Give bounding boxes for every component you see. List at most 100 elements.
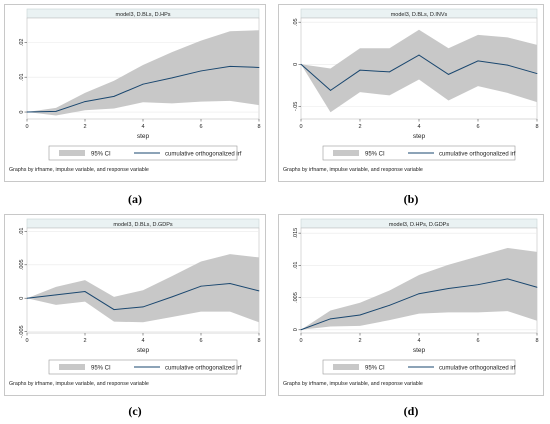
x-tick-label: 8	[535, 124, 538, 130]
chart-panel-a: model3, D.BLs, D.HPs 0 .01 .02 0 2 4 6 8 step 95% …	[4, 4, 266, 182]
irf-point	[448, 73, 449, 75]
y-tick-label: .01	[293, 262, 299, 270]
irf-point	[171, 77, 173, 79]
graph-note: Graphs by irfname, impulse variable, and…	[283, 381, 423, 387]
x-tick-label: 8	[257, 124, 260, 130]
irf-point	[200, 70, 202, 72]
irf-point	[389, 71, 390, 73]
irf-point	[389, 304, 390, 306]
irf-point	[142, 83, 144, 85]
legend-irf-label: cumulative orthogonalized irf	[439, 366, 516, 372]
legend-irf-label: cumulative orthogonalized irf	[439, 152, 516, 158]
chart-panel-c: model3, D.BLs, D.GDPs -.005 0.005.01 0 2 4 6 8 s…	[4, 214, 266, 396]
x-tick-label: 0	[299, 124, 302, 130]
irf-point	[418, 293, 420, 295]
irf-point	[507, 278, 508, 280]
chart-svg-b: model3, D.BLs, D.INVs -.05 0 .05 0 2 4 6 8 step 95…	[283, 8, 539, 173]
irf-point	[55, 110, 57, 112]
x-tick-label: 2	[83, 338, 86, 344]
chart-panel-b: model3, D.BLs, D.INVs -.05 0 .05 0 2 4 6 8 step 95…	[278, 4, 544, 182]
panel-caption-b: (b)	[403, 192, 419, 206]
x-tick-label: 4	[417, 338, 420, 344]
irf-point	[477, 60, 479, 62]
ci-band	[301, 29, 537, 113]
irf-point	[448, 288, 449, 289]
y-tick-label: .015	[293, 228, 299, 239]
irf-point	[300, 329, 302, 331]
chart-svg-d: model3, D.HPs, D.GDPs 0 .005 .01 .015 0 2 4 6 8 st…	[283, 218, 539, 387]
y-tick-label: .005	[293, 292, 299, 303]
irf-point	[200, 285, 202, 287]
x-tick-label: 0	[25, 338, 28, 344]
chart-panel-d: model3, D.HPs, D.GDPs 0 .005 .01 .015 0 2 4 6 8 st…	[278, 214, 544, 396]
legend-ci-label: 95% CI	[91, 366, 111, 372]
irf-point	[26, 297, 28, 299]
irf-point	[359, 314, 361, 316]
x-tick-label: 4	[141, 338, 144, 344]
x-axis-label: step	[137, 347, 150, 354]
y-tick-label: .01	[19, 73, 25, 81]
x-axis-label: step	[137, 133, 150, 140]
x-tick-label: 2	[358, 124, 361, 130]
legend-ci-swatch	[59, 364, 85, 370]
legend-ci-swatch	[333, 150, 359, 156]
legend-irf-label: cumulative orthogonalized irf	[165, 366, 242, 372]
graph-note: Graphs by irfname, impulse variable, and…	[9, 167, 149, 173]
ci-band	[301, 247, 537, 330]
y-tick-label: 0	[293, 63, 299, 66]
ci-band	[27, 254, 259, 323]
x-tick-label: 6	[476, 338, 479, 344]
irf-point	[359, 69, 361, 71]
irf-point	[26, 111, 28, 113]
legend-ci-label: 95% CI	[365, 152, 385, 158]
irf-point	[536, 286, 538, 288]
irf-point	[507, 64, 508, 66]
chart-svg-a: model3, D.BLs, D.HPs 0 .01 .02 0 2 4 6 8 step 95% …	[9, 8, 261, 173]
y-tick-label: 0	[19, 297, 25, 300]
ci-band	[27, 30, 259, 116]
irf-point	[171, 296, 173, 298]
legend-ci-label: 95% CI	[365, 366, 385, 372]
y-tick-label: -.05	[293, 102, 299, 111]
x-axis-label: step	[413, 133, 426, 140]
x-tick-label: 8	[257, 338, 260, 344]
irf-point	[142, 306, 144, 308]
chart-title: model3, D.BLs, D.GDPs	[113, 222, 173, 228]
irf-point	[477, 284, 479, 286]
irf-point	[330, 318, 331, 320]
irf-point	[418, 54, 420, 56]
x-tick-label: 6	[199, 338, 202, 344]
chart-title: model3, D.HPs, D.GDPs	[389, 222, 449, 228]
x-tick-label: 0	[299, 338, 302, 344]
irf-point	[84, 101, 86, 102]
irf-point	[229, 283, 231, 284]
x-tick-label: 6	[199, 124, 202, 130]
y-tick-label: 0	[293, 328, 299, 331]
x-tick-label: 4	[417, 124, 420, 130]
y-tick-label: .005	[19, 259, 25, 270]
panel-caption-a: (a)	[128, 192, 142, 206]
irf-point	[536, 73, 538, 74]
irf-point	[113, 309, 115, 310]
irf-point	[300, 63, 302, 65]
x-axis-label: step	[413, 347, 426, 354]
irf-point	[330, 89, 331, 91]
y-tick-label: .05	[293, 18, 299, 26]
irf-point	[113, 95, 115, 97]
irf-point	[55, 294, 57, 296]
x-tick-label: 2	[358, 338, 361, 344]
legend-irf-label: cumulative orthogonalized irf	[165, 152, 242, 158]
irf-point	[229, 66, 231, 67]
panel-caption-d: (d)	[403, 404, 419, 418]
x-tick-label: 8	[535, 338, 538, 344]
graph-note: Graphs by irfname, impulse variable, and…	[9, 381, 149, 387]
irf-point	[258, 290, 260, 292]
x-tick-label: 6	[476, 124, 479, 130]
x-tick-label: 4	[141, 124, 144, 130]
irf-point	[84, 291, 86, 292]
legend-ci-label: 95% CI	[91, 152, 111, 158]
y-tick-label: .02	[19, 39, 25, 47]
chart-title: model3, D.BLs, D.HPs	[115, 12, 170, 18]
y-tick-label: -.005	[19, 325, 25, 338]
